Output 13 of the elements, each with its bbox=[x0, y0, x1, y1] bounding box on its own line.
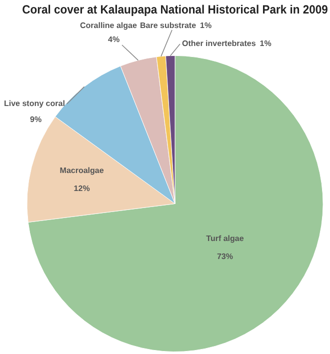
slice-label: Other invertebrates bbox=[182, 39, 256, 48]
slice-label: Live stony coral bbox=[4, 99, 65, 108]
data-label: 1% bbox=[200, 21, 212, 30]
data-label: 12% bbox=[74, 184, 90, 193]
slice-label: Macroalgae bbox=[60, 166, 104, 175]
data-label: 1% bbox=[260, 39, 272, 48]
data-label: 9% bbox=[30, 115, 42, 124]
slice-label: Coralline algae bbox=[80, 21, 138, 30]
data-label: 73% bbox=[216, 252, 233, 261]
slice-label: Turf algae bbox=[206, 234, 244, 243]
chart-title: Coral cover at Kalaupapa National Historical Park in 2009 bbox=[22, 3, 328, 17]
slice-label: Bare substrate bbox=[140, 21, 197, 30]
data-label: 4% bbox=[108, 35, 120, 44]
